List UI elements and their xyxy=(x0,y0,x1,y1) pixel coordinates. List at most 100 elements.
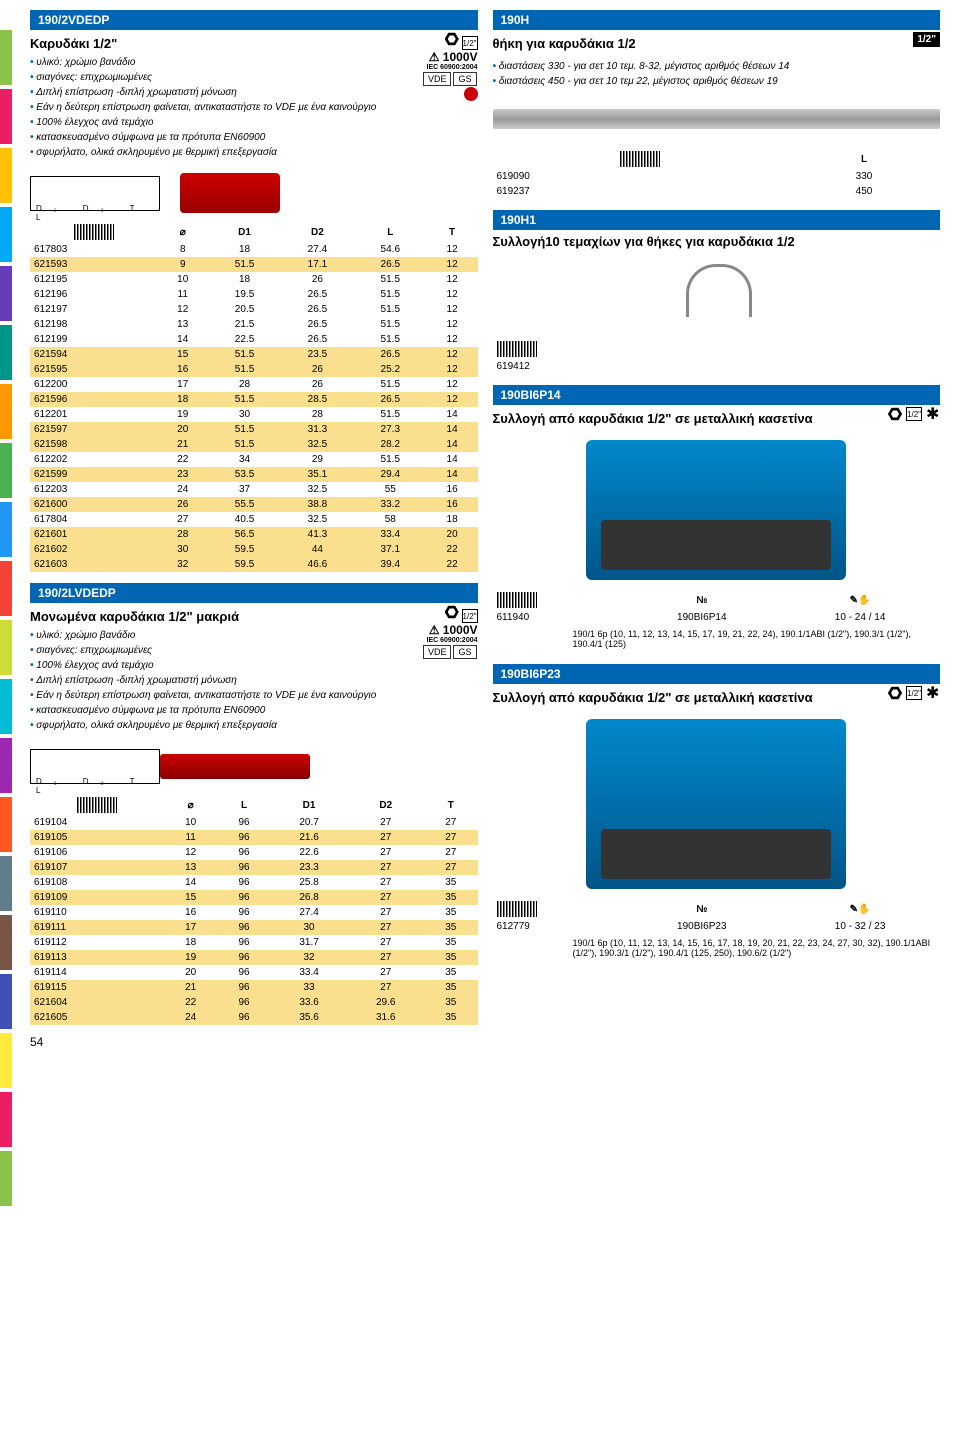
flower-icon xyxy=(926,407,940,421)
rail-image xyxy=(493,109,941,129)
barcode-icon xyxy=(74,224,114,240)
bullet-item: 100% έλεγχος ανά τεμάχιο xyxy=(30,658,376,673)
drive-icon: 1/2" xyxy=(906,407,922,421)
technical-diagram xyxy=(30,741,478,791)
table-row: 619114209633.42735 xyxy=(30,965,478,980)
table-row: 619107139623.32727 xyxy=(30,860,478,875)
drive-badge: 1/2" xyxy=(913,32,940,47)
bullet-item: Εάν η δεύτερη επίστρωση φαίνεται, αντικα… xyxy=(30,688,376,703)
table-row: 6191111796302735 xyxy=(30,920,478,935)
table-row: 619090330 xyxy=(493,169,941,184)
product-title: Συλλογή10 τεμαχίων για θήκες για καρυδάκ… xyxy=(493,234,941,249)
product-title: Συλλογή από καρυδάκια 1/2" σε μεταλλική … xyxy=(493,690,813,705)
product-title: Συλλογή από καρυδάκια 1/2" σε μεταλλική … xyxy=(493,411,813,426)
bullet-item: υλικό: χρώμιο βανάδιο xyxy=(30,628,376,643)
bullet-item: 100% έλεγχος ανά τεμάχιο xyxy=(30,115,376,130)
bullet-item: Διπλή επίστρωση -διπλή χρωματιστή μόνωση xyxy=(30,673,376,688)
barcode-icon xyxy=(497,901,537,917)
table-row: 621605249635.631.635 xyxy=(30,1010,478,1025)
case-image xyxy=(586,440,846,580)
table-row: 61219510182651.512 xyxy=(30,272,478,287)
bullet-item: σιαγόνες: επιχρωμιωμένες xyxy=(30,643,376,658)
table-row: 61780381827.454.612 xyxy=(30,242,478,257)
table-row: 619237450 xyxy=(493,184,941,199)
hex-icon xyxy=(888,686,902,700)
table-row: 6191131996322735 xyxy=(30,950,478,965)
table-row: 6121981321.526.551.512 xyxy=(30,317,478,332)
contents-text: 190/1 6p (10, 11, 12, 13, 14, 15, 17, 19… xyxy=(493,625,941,653)
page-number: 54 xyxy=(30,1035,478,1049)
bullet-item: κατασκευασμένο σύμφωνα με τα πρότυπα EN6… xyxy=(30,703,376,718)
spec-table: 619412 xyxy=(493,339,941,374)
table-row: 619108149625.82735 xyxy=(30,875,478,890)
drive-icon: 1/2" xyxy=(462,36,478,50)
bullet-item: διαστάσεις 330 - για σετ 10 τεμ. 8-32, μ… xyxy=(493,59,941,74)
table-row: 6215941551.523.526.512 xyxy=(30,347,478,362)
technical-diagram xyxy=(30,168,478,218)
table-row: 6215961851.528.526.512 xyxy=(30,392,478,407)
table-row: 621604229633.629.635 xyxy=(30,995,478,1010)
table-row: 61220119302851.514 xyxy=(30,407,478,422)
section-header: 190H1 xyxy=(493,210,941,230)
cert-icons: 1/2" ⚠ 1000VIEC 60900:2004 VDEGS xyxy=(422,605,478,660)
spec-table: ⌀LD1D2T 619104109620.72727619105119621.6… xyxy=(30,795,478,1025)
spec-table: №✎✋ 612779190BI6P2310 - 32 / 23 xyxy=(493,899,941,934)
bullet-item: σιαγόνες: επιχρωμιωμένες xyxy=(30,70,376,85)
table-row: 6216012856.541.333.420 xyxy=(30,527,478,542)
drive-icon: 1/2" xyxy=(906,686,922,700)
bullet-item: σφυρήλατο, ολικά σκληρυμένο με θερμική ε… xyxy=(30,145,376,160)
table-row: 6215951651.52625.212 xyxy=(30,362,478,377)
spring-image xyxy=(676,259,756,329)
cert-icons: 1/2" ⚠ 1000VIEC 60900:2004 VDEGS xyxy=(422,32,478,104)
case-image xyxy=(586,719,846,889)
table-row: 6216023059.54437.122 xyxy=(30,542,478,557)
bullet-item: κατασκευασμένο σύμφωνα με τα πρότυπα EN6… xyxy=(30,130,376,145)
section-header: 190BI6P23 xyxy=(493,664,941,684)
product-title: Μονωμένα καρυδάκια 1/2" μακριά xyxy=(30,609,376,624)
table-row: 6191152196332735 xyxy=(30,980,478,995)
bullet-item: διαστάσεις 450 - για σετ 10 τεμ 22, μέγι… xyxy=(493,74,941,89)
hex-icon xyxy=(445,32,459,46)
table-row: 6121961119.526.551.512 xyxy=(30,287,478,302)
bullet-list: υλικό: χρώμιο βανάδιοσιαγόνες: επιχρωμιω… xyxy=(30,628,376,733)
hex-icon xyxy=(445,605,459,619)
table-row: 6121971220.526.551.512 xyxy=(30,302,478,317)
contents-text: 190/1 6p (10, 11, 12, 13, 14, 15, 16, 17… xyxy=(493,934,941,962)
spec-table: №✎✋ 611940190BI6P1410 - 24 / 14 xyxy=(493,590,941,625)
cert-icons: 1/2" xyxy=(888,686,940,700)
hex-icon xyxy=(888,407,902,421)
table-row: 61220222342951.514 xyxy=(30,452,478,467)
product-title: Καρυδάκι 1/2" xyxy=(30,36,376,51)
table-row: 619105119621.62727 xyxy=(30,830,478,845)
table-row: 61220017282651.512 xyxy=(30,377,478,392)
table-row: 619110169627.42735 xyxy=(30,905,478,920)
table-row: 6215982151.532.528.214 xyxy=(30,437,478,452)
bullet-item: σφυρήλατο, ολικά σκληρυμένο με θερμική ε… xyxy=(30,718,376,733)
spec-table: ⌀D1D2LT 61780381827.454.612621593951.517… xyxy=(30,222,478,572)
table-row: 6121991422.526.551.512 xyxy=(30,332,478,347)
barcode-icon xyxy=(497,341,537,357)
bullet-item: Εάν η δεύτερη επίστρωση φαίνεται, αντικα… xyxy=(30,100,376,115)
flower-icon xyxy=(926,686,940,700)
table-row: 612203243732.55516 xyxy=(30,482,478,497)
drive-icon: 1/2" xyxy=(462,609,478,623)
bullet-list: διαστάσεις 330 - για σετ 10 τεμ. 8-32, μ… xyxy=(493,59,941,89)
section-header: 190BI6P14 xyxy=(493,385,941,405)
table-row: 619112189631.72735 xyxy=(30,935,478,950)
section-header: 190/2LVDEDP xyxy=(30,583,478,603)
bullet-item: Διπλή επίστρωση -διπλή χρωματιστή μόνωση xyxy=(30,85,376,100)
table-row: 6216002655.538.833.216 xyxy=(30,497,478,512)
bullet-list: υλικό: χρώμιο βανάδιοσιαγόνες: επιχρωμιω… xyxy=(30,55,376,160)
barcode-icon xyxy=(497,592,537,608)
section-header: 190H xyxy=(493,10,941,30)
red-dot-icon xyxy=(464,87,478,101)
cert-icons: 1/2" xyxy=(888,407,940,421)
vde-icon: VDE xyxy=(423,72,452,86)
table-row: 619109159626.82735 xyxy=(30,890,478,905)
table-row: 619104109620.72727 xyxy=(30,815,478,830)
section-header: 190/2VDEDP xyxy=(30,10,478,30)
table-row: 6178042740.532.55818 xyxy=(30,512,478,527)
barcode-icon xyxy=(620,151,660,167)
table-row: 6216033259.546.639.422 xyxy=(30,557,478,572)
product-title: θήκη για καρυδάκια 1/2 xyxy=(493,36,636,51)
